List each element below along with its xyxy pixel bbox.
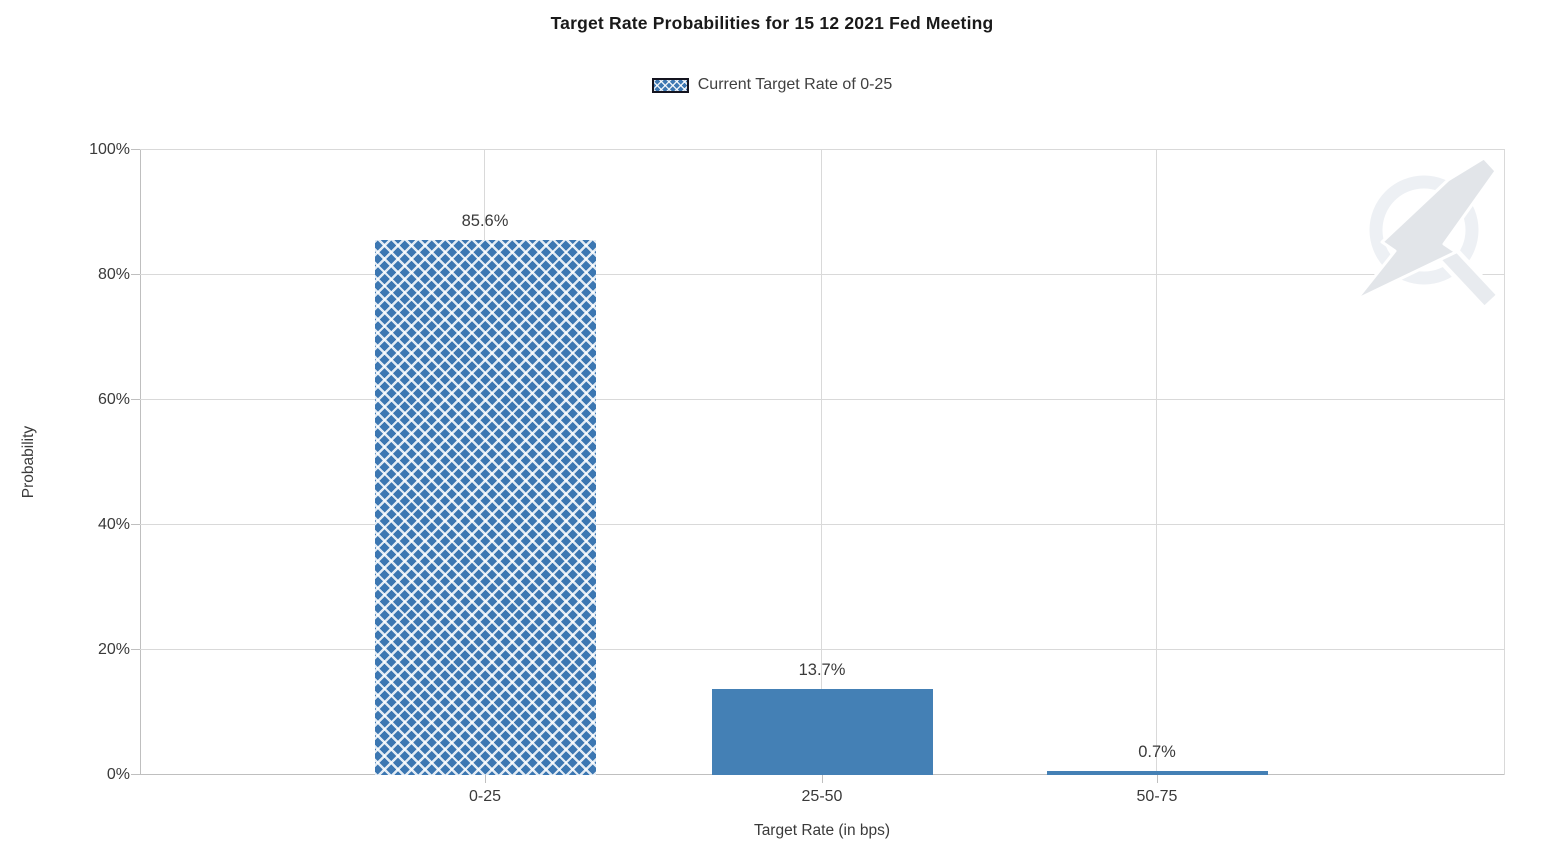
- y-axis-title: Probability: [20, 425, 37, 499]
- x-tick-mark: [822, 775, 823, 783]
- y-tick-label: 60%: [97, 391, 130, 408]
- x-tick-label: 25-50: [801, 788, 843, 805]
- y-tick-label: 0%: [106, 766, 130, 783]
- legend: Current Target Rate of 0-25: [0, 76, 1544, 94]
- legend-label: Current Target Rate of 0-25: [697, 76, 893, 93]
- legend-swatch-crosshatch: [651, 77, 689, 93]
- y-gridline: [140, 399, 1505, 400]
- x-gridline: [821, 150, 822, 775]
- x-tick-mark: [1157, 775, 1158, 783]
- y-tick-mark: [131, 524, 140, 525]
- y-tick-label: 20%: [97, 641, 130, 658]
- bar-value-label: 85.6%: [461, 212, 509, 230]
- y-tick-mark: [131, 774, 140, 775]
- x-tick-label: 0-25: [468, 788, 502, 805]
- y-gridline: [140, 274, 1505, 275]
- y-axis-line: [140, 150, 141, 775]
- plot-area: [140, 149, 1505, 775]
- y-tick-label: 100%: [89, 141, 130, 158]
- y-tick-mark: [131, 274, 140, 275]
- bar-50-75: [1046, 770, 1268, 775]
- y-tick-label: 80%: [97, 266, 130, 283]
- x-gridline: [1156, 150, 1157, 775]
- bar-0-25: [374, 240, 596, 775]
- y-tick-mark: [131, 649, 140, 650]
- y-tick-mark: [131, 149, 140, 150]
- y-gridline: [140, 524, 1505, 525]
- bar-25-50: [711, 689, 933, 775]
- y-gridline: [140, 149, 1505, 150]
- bar-value-label: 13.7%: [798, 661, 846, 680]
- plot-right-border: [1504, 150, 1505, 775]
- x-axis-title: Target Rate (in bps): [753, 822, 891, 839]
- y-tick-label: 40%: [97, 516, 130, 533]
- y-gridline: [140, 649, 1505, 650]
- x-tick-mark: [485, 775, 486, 783]
- y-tick-mark: [131, 399, 140, 400]
- x-tick-label: 50-75: [1136, 788, 1178, 805]
- chart-title: Target Rate Probabilities for 15 12 2021…: [550, 13, 994, 33]
- bar-value-label: 0.7%: [1138, 742, 1176, 761]
